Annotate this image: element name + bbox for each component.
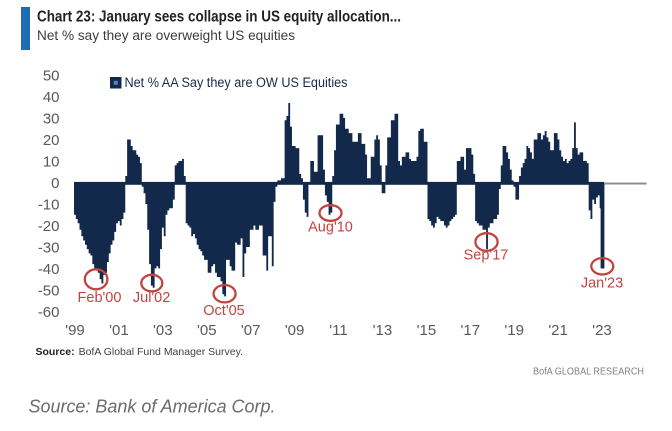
svg-text:'99: '99 <box>65 322 85 339</box>
svg-text:'13: '13 <box>373 322 393 339</box>
svg-text:Aug'10: Aug'10 <box>308 220 353 236</box>
svg-text:'11: '11 <box>329 322 347 339</box>
svg-text:Source:BofA Global Fund Manage: Source: BofA Global Fund Manager Survey. <box>36 346 244 358</box>
svg-text:'19: '19 <box>504 322 524 339</box>
svg-text:-30: -30 <box>38 239 60 256</box>
svg-text:Oct'05: Oct'05 <box>203 303 244 319</box>
svg-text:20: 20 <box>43 132 60 149</box>
svg-text:'07: '07 <box>241 322 261 339</box>
svg-text:30: 30 <box>43 111 60 128</box>
svg-text:'03: '03 <box>153 322 173 339</box>
svg-text:Jan'23: Jan'23 <box>581 276 623 292</box>
svg-text:'23: '23 <box>592 322 612 339</box>
svg-text:'09: '09 <box>285 322 305 339</box>
svg-text:Chart 23: January sees collaps: Chart 23: January sees collapse in US eq… <box>37 9 401 26</box>
svg-text:0: 0 <box>51 175 59 192</box>
svg-text:-40: -40 <box>38 261 60 278</box>
svg-text:'15: '15 <box>417 322 437 339</box>
svg-text:BofA GLOBAL RESEARCH: BofA GLOBAL RESEARCH <box>533 367 644 378</box>
svg-text:'01: '01 <box>109 322 129 339</box>
svg-text:Net % say they are overweight: Net % say they are overweight US equitie… <box>37 28 295 43</box>
svg-text:Jul'02: Jul'02 <box>133 290 170 306</box>
svg-text:-20: -20 <box>38 218 60 235</box>
svg-text:Feb'00: Feb'00 <box>78 290 122 306</box>
svg-text:-60: -60 <box>38 304 60 321</box>
svg-text:Net % AA Say they are OW US Eq: Net % AA Say they are OW US Equities <box>125 75 348 90</box>
svg-text:Sep'17: Sep'17 <box>464 248 509 264</box>
svg-text:40: 40 <box>43 89 60 106</box>
svg-text:'05: '05 <box>197 322 217 339</box>
svg-text:Source: Bank of America Corp.: Source: Bank of America Corp. <box>29 397 276 417</box>
svg-text:'17: '17 <box>461 322 481 339</box>
svg-text:50: 50 <box>43 68 60 85</box>
svg-text:'21: '21 <box>548 322 568 339</box>
svg-text:-10: -10 <box>38 196 60 213</box>
svg-text:10: 10 <box>43 153 60 170</box>
svg-text:-50: -50 <box>38 282 60 299</box>
